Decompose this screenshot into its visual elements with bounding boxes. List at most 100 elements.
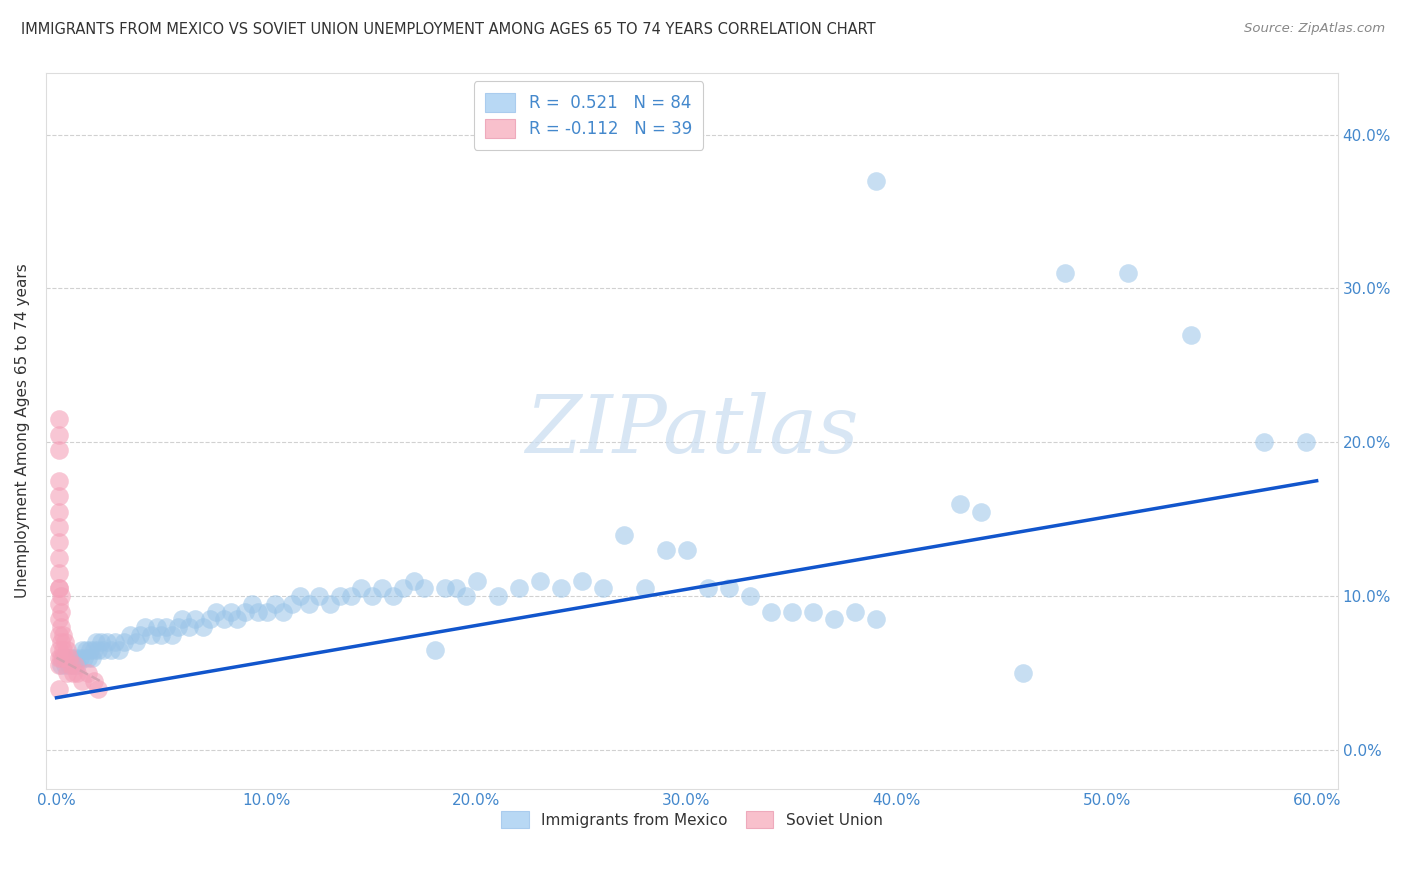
Point (235, 605, 257, 619)
Point (205, 605, 228, 619)
Point (865, 174, 887, 188)
Point (48, 612, 70, 626)
Point (865, 612, 887, 626)
Point (70, 643, 93, 657)
Point (139, 627, 162, 641)
Point (90, 635, 112, 649)
Point (56, 650, 79, 665)
Point (402, 574, 425, 588)
Point (571, 574, 593, 588)
Point (486, 589, 509, 603)
Point (70, 673, 93, 688)
Point (129, 627, 152, 641)
Point (508, 582, 530, 596)
Point (219, 605, 242, 619)
Point (65, 658, 87, 673)
Point (48, 474, 70, 488)
Point (82, 650, 104, 665)
Point (550, 582, 572, 596)
Point (49, 605, 72, 619)
Point (60, 658, 83, 673)
Point (167, 620, 190, 634)
Point (360, 589, 382, 603)
Point (53, 650, 76, 665)
Point (155, 620, 177, 634)
Point (256, 605, 278, 619)
Point (48, 442, 70, 457)
Point (844, 605, 866, 619)
Point (329, 589, 352, 603)
Point (62, 658, 84, 673)
Point (77, 650, 100, 665)
Point (65, 650, 87, 665)
Point (48, 535, 70, 549)
Point (1253, 435, 1275, 450)
Point (1116, 266, 1139, 280)
Point (77, 666, 100, 681)
Point (48, 427, 70, 442)
Point (53, 658, 76, 673)
Point (172, 612, 194, 626)
Point (118, 627, 141, 641)
Point (60, 650, 83, 665)
Point (66, 666, 89, 681)
Point (104, 635, 127, 649)
Point (83, 673, 105, 688)
Point (193, 620, 215, 634)
Text: IMMIGRANTS FROM MEXICO VS SOVIET UNION UNEMPLOYMENT AMONG AGES 65 TO 74 YEARS CO: IMMIGRANTS FROM MEXICO VS SOVIET UNION U… (21, 22, 876, 37)
Point (454, 589, 477, 603)
Point (413, 582, 436, 596)
Point (69, 650, 91, 665)
Point (969, 504, 991, 518)
Point (240, 597, 263, 611)
Point (48, 520, 70, 534)
Point (150, 627, 173, 641)
Point (226, 612, 249, 626)
Point (214, 612, 236, 626)
Point (264, 597, 287, 611)
Point (125, 635, 148, 649)
Point (1011, 666, 1033, 681)
Point (823, 612, 845, 626)
Point (87, 681, 110, 696)
Point (780, 605, 803, 619)
Point (108, 643, 131, 657)
Point (423, 643, 446, 657)
Point (48, 582, 70, 596)
Text: ZIPatlas: ZIPatlas (524, 392, 859, 469)
Point (696, 582, 718, 596)
Point (49, 650, 72, 665)
Point (56, 643, 79, 657)
Point (48, 504, 70, 518)
Point (146, 620, 169, 634)
Point (529, 574, 551, 588)
Point (53, 635, 76, 649)
Point (738, 589, 761, 603)
Point (592, 582, 614, 596)
Point (48, 650, 70, 665)
Point (49, 658, 72, 673)
Point (112, 635, 135, 649)
Point (73, 650, 96, 665)
Point (1295, 435, 1317, 450)
Point (48, 627, 70, 641)
Point (371, 582, 394, 596)
Point (381, 589, 404, 603)
Point (247, 605, 270, 619)
Point (160, 627, 183, 641)
Point (48, 597, 70, 611)
Point (318, 597, 340, 611)
Point (48, 643, 70, 657)
Point (675, 543, 697, 558)
Point (339, 589, 361, 603)
Point (198, 612, 221, 626)
Point (633, 582, 655, 596)
Point (465, 574, 488, 588)
Point (48, 681, 70, 696)
Point (184, 612, 207, 626)
Point (79, 643, 101, 657)
Point (434, 582, 457, 596)
Point (134, 620, 156, 634)
Point (444, 582, 467, 596)
Point (801, 605, 824, 619)
